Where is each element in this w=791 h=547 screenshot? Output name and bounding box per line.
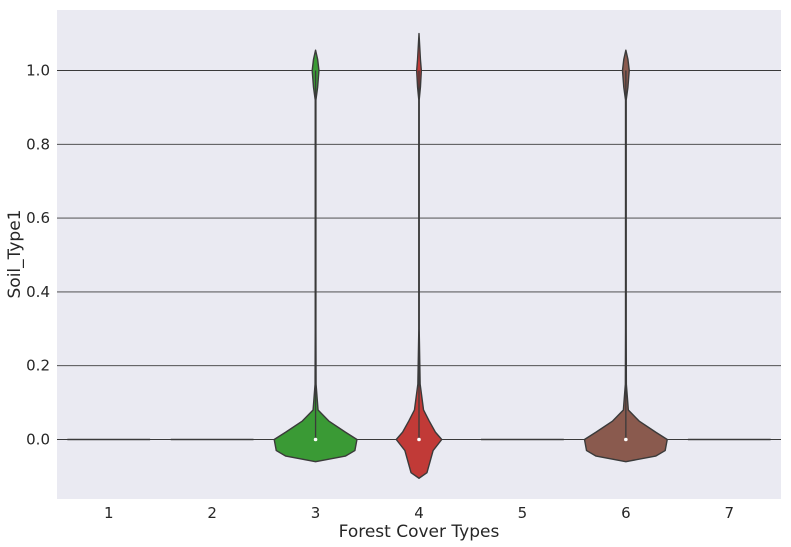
x-tick-label: 7	[725, 504, 735, 522]
y-axis-ticks: 0.0 0.2 0.4 0.6 0.8 1.0	[26, 62, 50, 449]
x-tick-label: 6	[621, 504, 631, 522]
y-tick-label: 0.6	[26, 209, 50, 227]
violins	[67, 32, 771, 479]
y-tick-label: 0.4	[26, 283, 50, 301]
median-marker	[313, 437, 318, 442]
x-tick-label: 5	[518, 504, 528, 522]
median-marker	[417, 437, 421, 442]
x-axis-ticks: 1 2 3 4 5 6 7	[104, 504, 734, 522]
x-tick-label: 2	[207, 504, 217, 522]
median-marker	[624, 437, 628, 442]
y-tick-label: 0.2	[26, 357, 50, 375]
x-tick-label: 3	[311, 504, 321, 522]
x-tick-label: 4	[414, 504, 424, 522]
y-tick-label: 1.0	[26, 62, 50, 80]
x-axis-label: Forest Cover Types	[339, 522, 500, 542]
y-tick-label: 0.8	[26, 135, 50, 153]
violin-6	[583, 49, 668, 463]
violin-3	[273, 49, 358, 463]
y-tick-label: 0.0	[26, 431, 50, 449]
y-axis-label: Soil_Type1	[5, 209, 25, 298]
x-tick-label: 1	[104, 504, 114, 522]
violin-4	[395, 32, 443, 479]
